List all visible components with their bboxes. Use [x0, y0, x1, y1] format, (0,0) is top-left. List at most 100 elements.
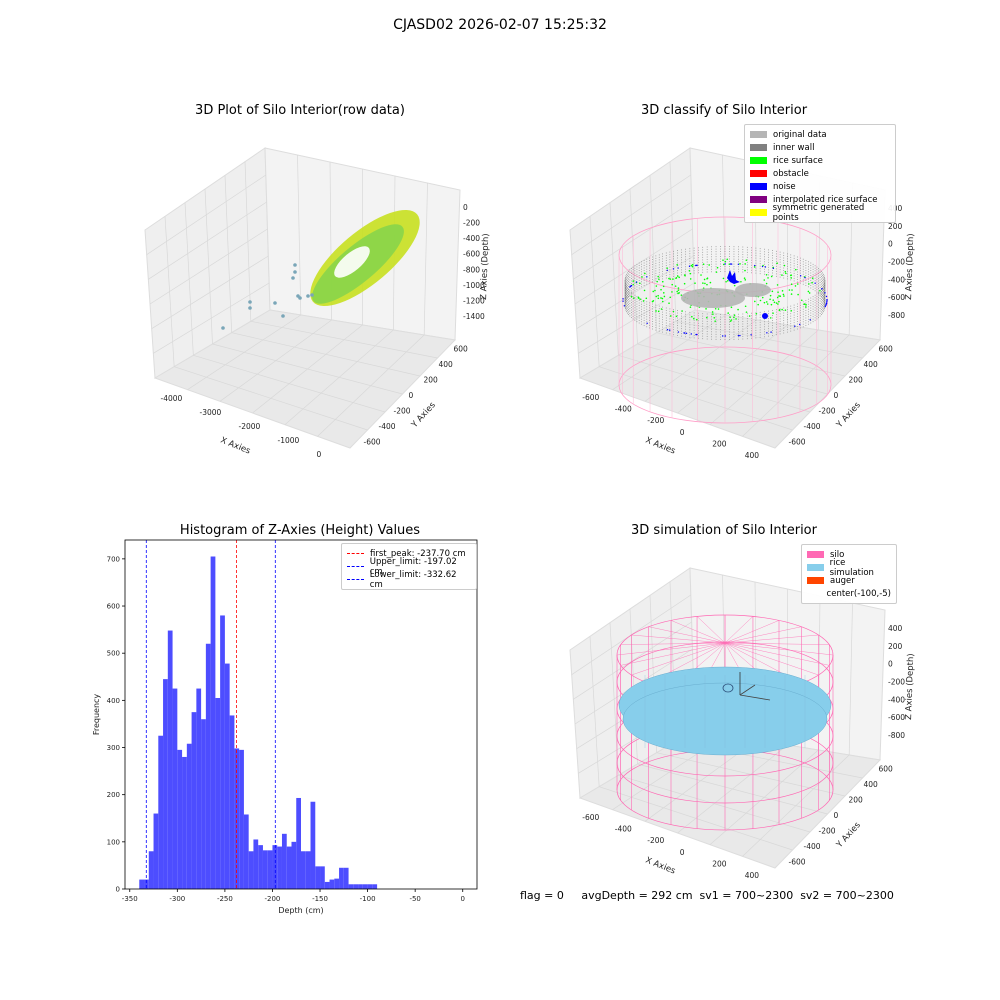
noise-point [824, 305, 826, 308]
rice-surface-point [660, 297, 662, 299]
histogram-bar [310, 801, 316, 889]
y-axis-label: Y Axies [834, 820, 863, 851]
rice-surface-point [733, 284, 736, 287]
histogram-bar [224, 663, 230, 889]
legend-item: rice surface [750, 154, 890, 167]
rice-surface-point [689, 278, 692, 280]
noise-point [730, 263, 733, 265]
x-tick-label: 200 [712, 860, 727, 869]
noise-point [821, 288, 823, 290]
rice-surface-point [704, 282, 706, 285]
z-tick-label: -800 [888, 311, 905, 320]
y-tick-label: -600 [364, 437, 381, 446]
silo-roof-wire [620, 642, 726, 666]
panel1-3d-plot: -4000-3000-2000-10000-600-400-2000200400… [144, 147, 491, 459]
legend-item: center(-100,-5) [807, 587, 891, 600]
noise-point [754, 264, 756, 267]
noise-point [761, 265, 764, 268]
z-tick-label: -1400 [463, 312, 485, 321]
rice-surface-point [744, 305, 747, 308]
rice-surface-point [757, 303, 759, 306]
rice-surface-point [672, 310, 675, 313]
noise-point [683, 332, 686, 334]
rice-surface-point [706, 277, 709, 280]
rice-surface-point [772, 312, 774, 314]
rice-surface-point [668, 277, 670, 280]
rice-surface-point [711, 311, 714, 313]
rice-surface-point [740, 280, 742, 283]
histogram-bar [234, 748, 240, 889]
noise-point [799, 275, 802, 277]
histogram-bar [167, 630, 173, 889]
rice-surface-point [680, 294, 683, 296]
z-tick-label: 0 [888, 660, 893, 669]
legend-line [347, 579, 364, 580]
rice-surface-point [666, 267, 669, 269]
histogram-bar [215, 697, 221, 889]
rice-surface-point [674, 285, 677, 287]
histogram-bar [182, 756, 187, 889]
y-tick-label: -200 [394, 406, 411, 415]
center-marker [722, 683, 734, 693]
noise-point [666, 269, 669, 271]
legend-label: obstacle [773, 168, 809, 179]
rice-surface-point [668, 302, 670, 304]
histogram-bar [291, 841, 297, 889]
rice-surface-point [632, 283, 635, 286]
histogram-bar [220, 615, 225, 889]
rice-surface-point [714, 307, 717, 310]
rice-surface-point [676, 290, 678, 293]
rice-surface-point [700, 274, 702, 276]
rice-surface-point [690, 264, 693, 267]
noise-point [814, 282, 816, 284]
noise-cluster [762, 313, 768, 319]
noise-point [750, 334, 752, 336]
panel2-title: 3D classify of Silo Interior [640, 103, 808, 118]
y-tick-label: -400 [804, 422, 821, 431]
rice-surface-point [805, 303, 807, 306]
rice-surface-point [632, 280, 635, 282]
silo-roof-wire [724, 634, 819, 644]
original-data-cluster [681, 288, 745, 308]
rice-surface-point [803, 303, 806, 305]
rice-surface-point [654, 289, 656, 292]
rice-surface-point [790, 293, 793, 295]
rice-surface-point [643, 289, 646, 292]
outlier-point [293, 270, 297, 274]
panel2-legend: original data inner wall rice surface obsta… [744, 124, 896, 223]
silo-roof-wire [724, 642, 830, 666]
grid-line [250, 320, 438, 359]
rice-surface-point [637, 296, 640, 299]
rice-surface-point [776, 284, 779, 286]
x-tick-label: 0 [317, 450, 322, 459]
noise-point [677, 267, 679, 269]
legend-label: auger [830, 575, 855, 586]
y-tick-label: -200 [819, 826, 836, 835]
histogram-bar [286, 846, 292, 889]
x-tick-label: -600 [582, 813, 599, 822]
noise-point [646, 322, 648, 324]
auger-arm [739, 694, 771, 701]
y-tick-label: 0 [409, 391, 414, 400]
rice-surface-point [765, 273, 768, 276]
y-tick-label: 400 [864, 360, 879, 369]
silo-roof-wire [724, 642, 830, 645]
z-tick-label: -200 [888, 678, 905, 687]
noise-point [772, 267, 775, 270]
histogram-bar [163, 679, 168, 889]
panel4-legend: silo rice simulation auger center(-100,-5) [801, 544, 897, 604]
auger-arm [739, 684, 756, 696]
outlier-point [293, 263, 297, 267]
rice-surface-point [695, 318, 698, 321]
noise-point [722, 335, 724, 337]
legend-item: rice simulation [807, 558, 891, 578]
rice-surface-point [726, 279, 729, 282]
x-tick-label: -50 [409, 895, 420, 903]
noise-point [764, 266, 767, 268]
outlier-point [310, 293, 314, 297]
z-tick-label: 200 [888, 222, 903, 231]
grid-line [153, 282, 270, 354]
histogram-bar [281, 833, 287, 889]
grid-line [675, 320, 863, 359]
rice-surface-point [784, 309, 787, 311]
